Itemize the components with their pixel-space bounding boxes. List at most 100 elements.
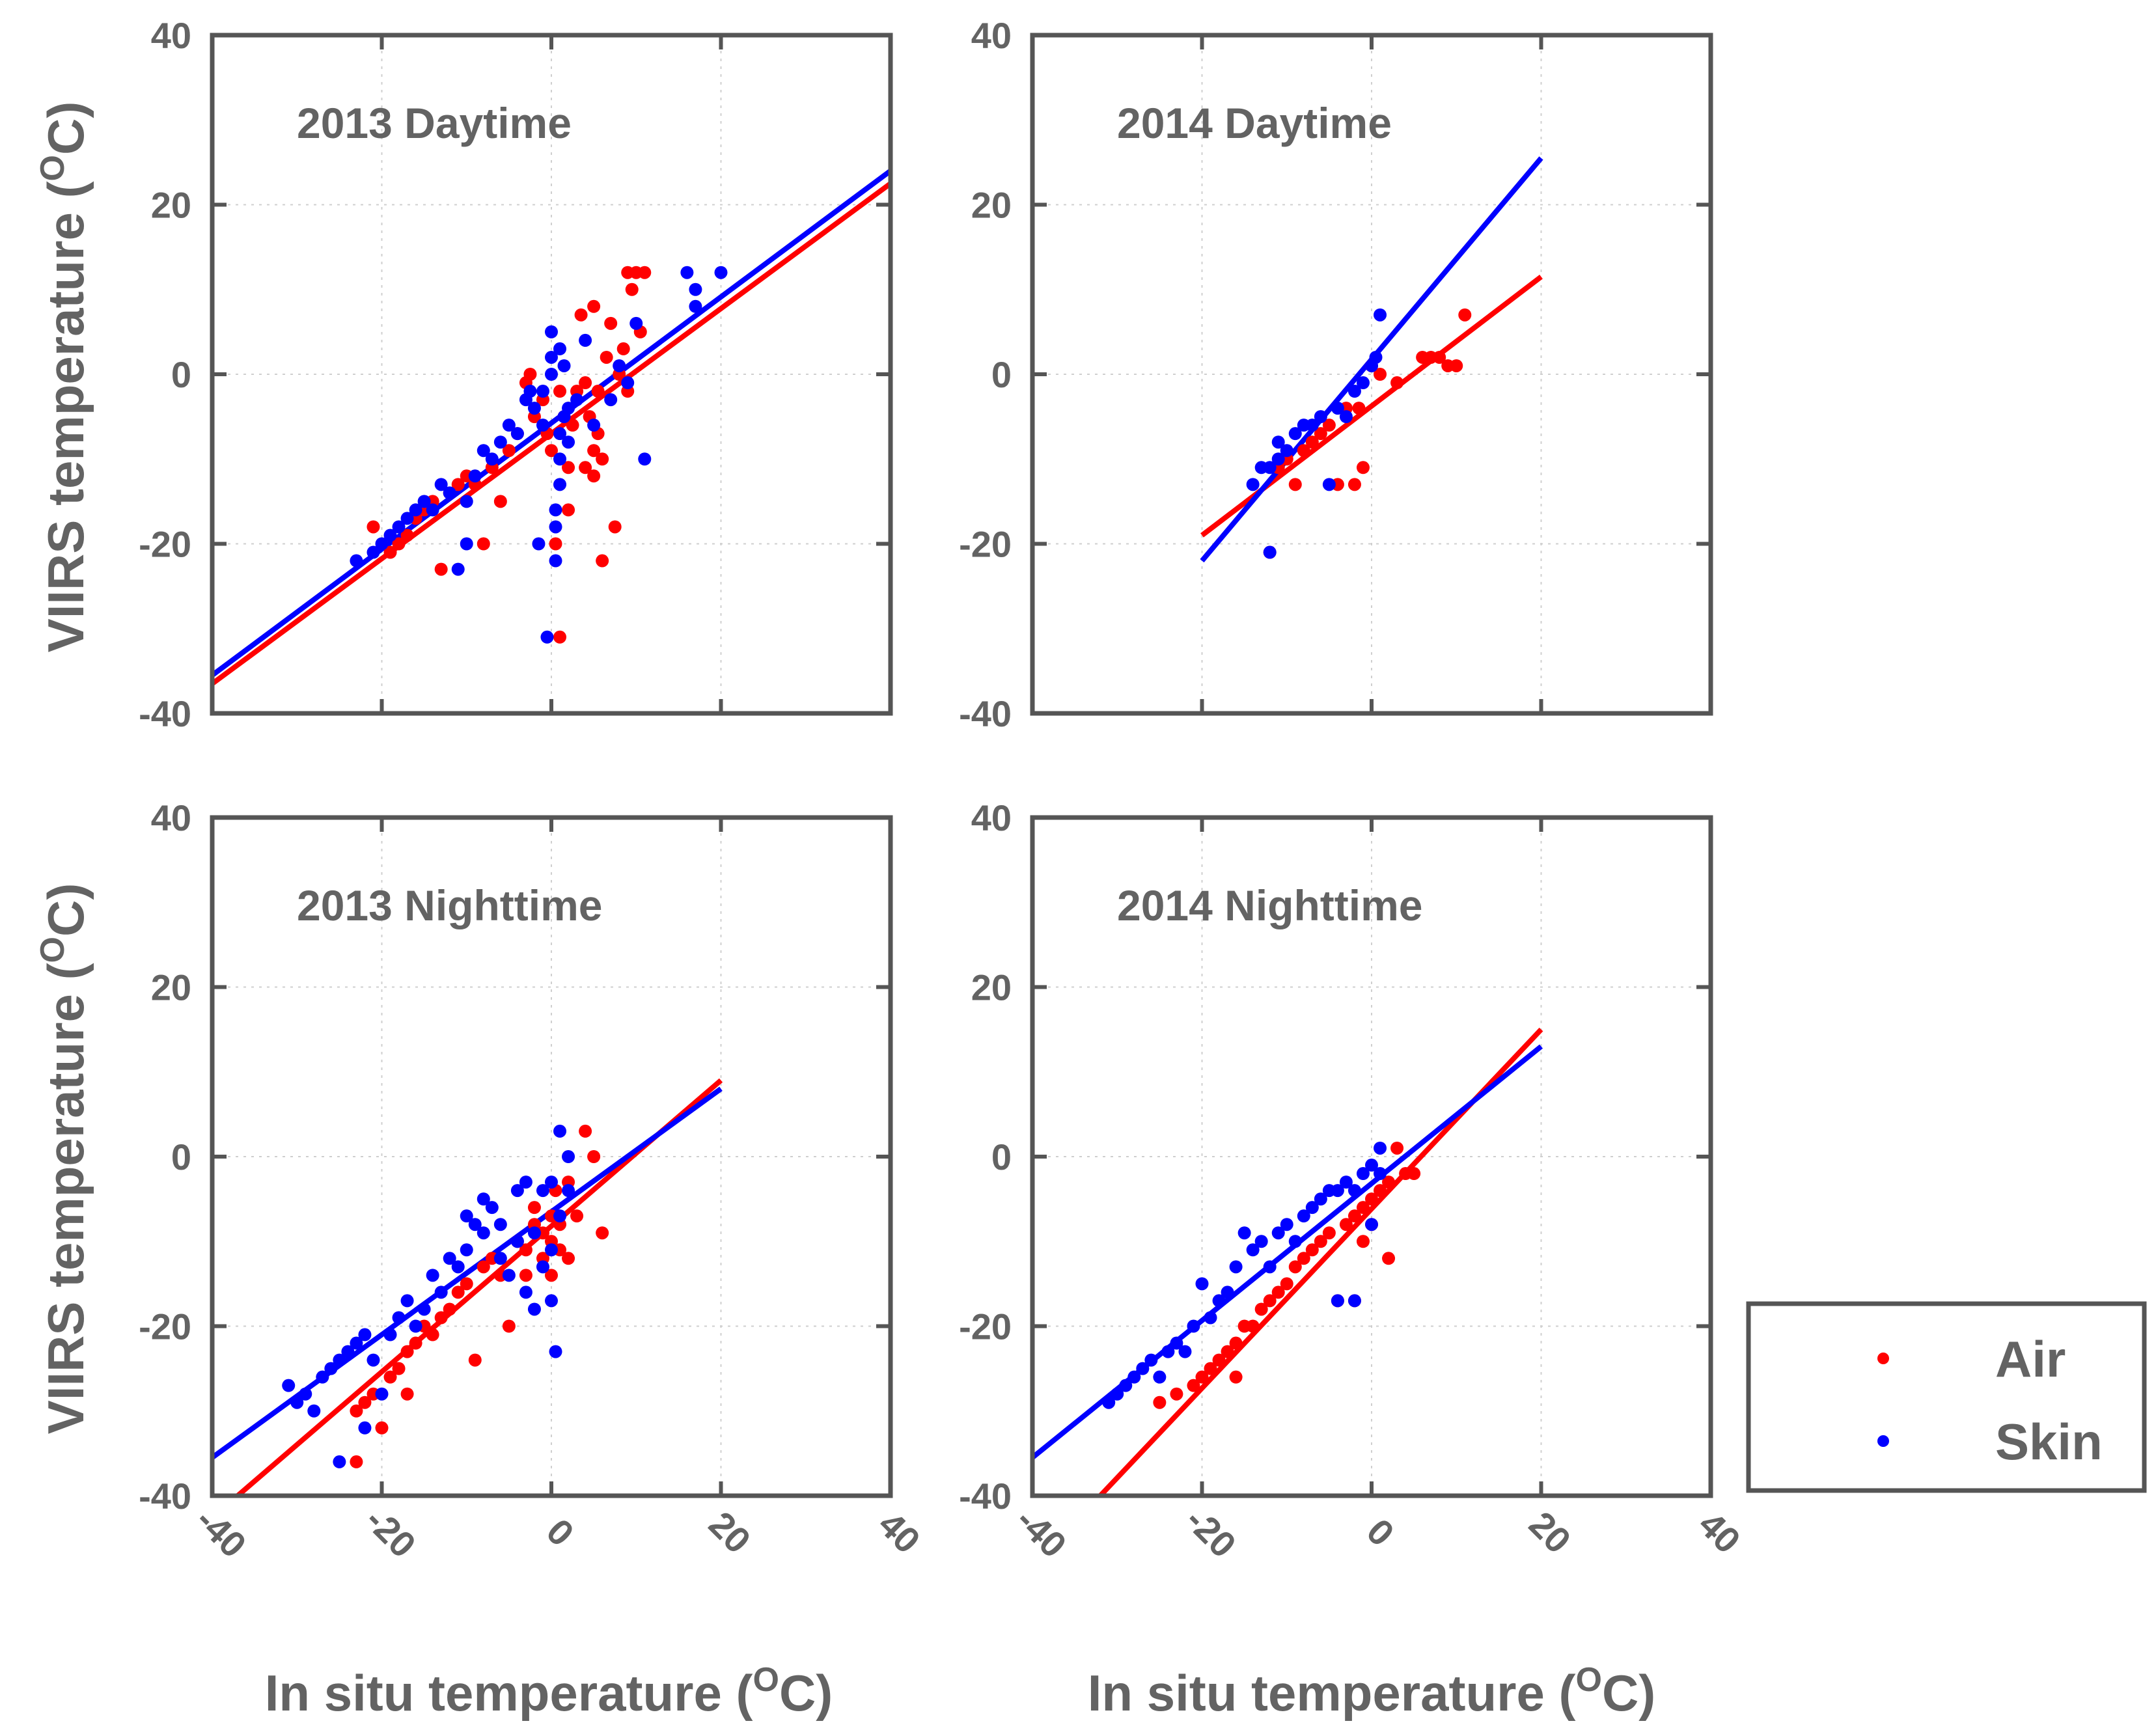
y-tick-label: -20: [959, 524, 1012, 565]
air-point: [1280, 1277, 1293, 1291]
y-tick-label: 0: [171, 1136, 191, 1177]
air-point: [1187, 1379, 1200, 1392]
skin-point: [549, 1345, 562, 1358]
skin-point: [1119, 1379, 1133, 1392]
air-point: [468, 1353, 482, 1367]
skin-point: [1305, 419, 1319, 432]
skin-point: [1271, 452, 1285, 466]
skin-point: [1297, 1209, 1310, 1223]
skin-point: [350, 554, 363, 568]
air-point: [460, 1277, 473, 1291]
skin-point: [570, 393, 584, 407]
air-point: [1322, 1226, 1336, 1240]
skin-point: [460, 537, 473, 551]
y-tick-label: -40: [959, 1476, 1012, 1517]
air-point: [596, 452, 609, 466]
skin-point: [443, 1252, 456, 1265]
air-point: [1297, 444, 1310, 458]
legend-skin-marker: [1877, 1435, 1889, 1447]
skin-point: [1195, 1277, 1209, 1291]
skin-point: [358, 1421, 372, 1435]
skin-point: [1237, 1226, 1251, 1240]
air-point: [1407, 1167, 1421, 1181]
skin-point: [553, 342, 567, 355]
air-point: [579, 1124, 592, 1138]
skin-point: [557, 359, 571, 372]
air-point: [1195, 1370, 1209, 1384]
air-point: [587, 1150, 601, 1163]
skin-point: [409, 1319, 422, 1333]
legend-box: [1746, 1301, 2147, 1493]
plot-frame: [210, 815, 893, 1498]
panel-title: 2014 Nighttime: [1117, 881, 1422, 929]
skin-point: [383, 1328, 397, 1341]
plot-frame: [1030, 815, 1713, 1498]
skin-point: [562, 435, 575, 449]
skin-point: [290, 1395, 304, 1409]
x-tick-label: -40: [1008, 1499, 1075, 1565]
y-axis-title-bottom: VIIRS temperature (OC): [34, 883, 94, 1435]
skin-point: [400, 512, 414, 525]
air-point: [1390, 376, 1404, 390]
x-tick-label: -40: [188, 1499, 255, 1565]
air-point: [400, 1387, 414, 1401]
skin-point: [451, 562, 465, 576]
air-point: [350, 1455, 363, 1468]
skin-point: [638, 452, 652, 466]
air-point: [545, 1269, 558, 1282]
skin-point: [553, 478, 567, 491]
skin-point: [540, 630, 554, 644]
skin-point: [510, 427, 524, 441]
air-point: [519, 1243, 532, 1257]
skin-point: [477, 444, 490, 458]
skin-point: [443, 486, 456, 500]
air-point: [1390, 1141, 1404, 1155]
skin-point: [417, 495, 431, 508]
x-tick-label: 40: [870, 1504, 928, 1561]
skin-point: [1102, 1395, 1116, 1409]
air-point: [553, 630, 567, 644]
skin-point: [1111, 1387, 1124, 1401]
plot-area: [1032, 818, 1711, 1496]
air-point: [616, 342, 630, 355]
air-point: [375, 1421, 389, 1435]
air-point: [1305, 1243, 1319, 1257]
skin-point: [1288, 427, 1302, 441]
air-point: [1221, 1345, 1234, 1358]
skin-point: [333, 1455, 346, 1468]
skin-point: [1280, 1218, 1293, 1231]
air-point: [562, 1252, 575, 1265]
skin-point: [392, 520, 406, 534]
panel-title: 2013 Daytime: [297, 99, 572, 147]
skin-point: [1263, 1260, 1277, 1274]
skin-point: [1178, 1345, 1192, 1358]
air-point: [1229, 1370, 1243, 1384]
air-point: [566, 419, 579, 432]
skin-point: [536, 419, 549, 432]
skin-point: [527, 402, 541, 415]
skin-point: [460, 495, 473, 508]
skin-point: [1221, 1285, 1234, 1299]
air-point: [358, 1395, 372, 1409]
y-tick-label: 40: [971, 15, 1012, 56]
skin-point: [426, 1269, 439, 1282]
air-point: [591, 385, 605, 398]
skin-point: [502, 419, 516, 432]
air-point: [350, 1404, 363, 1418]
skin-point: [493, 1252, 507, 1265]
skin-point: [477, 1192, 490, 1206]
skin-point: [316, 1370, 329, 1384]
skin-point: [1280, 444, 1293, 458]
skin-point: [545, 1175, 558, 1189]
skin-point: [1356, 1167, 1370, 1181]
air-point: [392, 537, 406, 551]
skin-point: [1348, 385, 1361, 398]
air-point: [477, 1260, 490, 1274]
air-point: [426, 1328, 439, 1341]
air-point: [553, 385, 567, 398]
y-tick-label: -20: [139, 1306, 191, 1347]
skin-point: [1263, 545, 1277, 559]
air-point: [579, 461, 592, 474]
y-axis-title-top: VIIRS temperature (OC): [34, 102, 94, 653]
air-point: [1356, 1201, 1370, 1215]
